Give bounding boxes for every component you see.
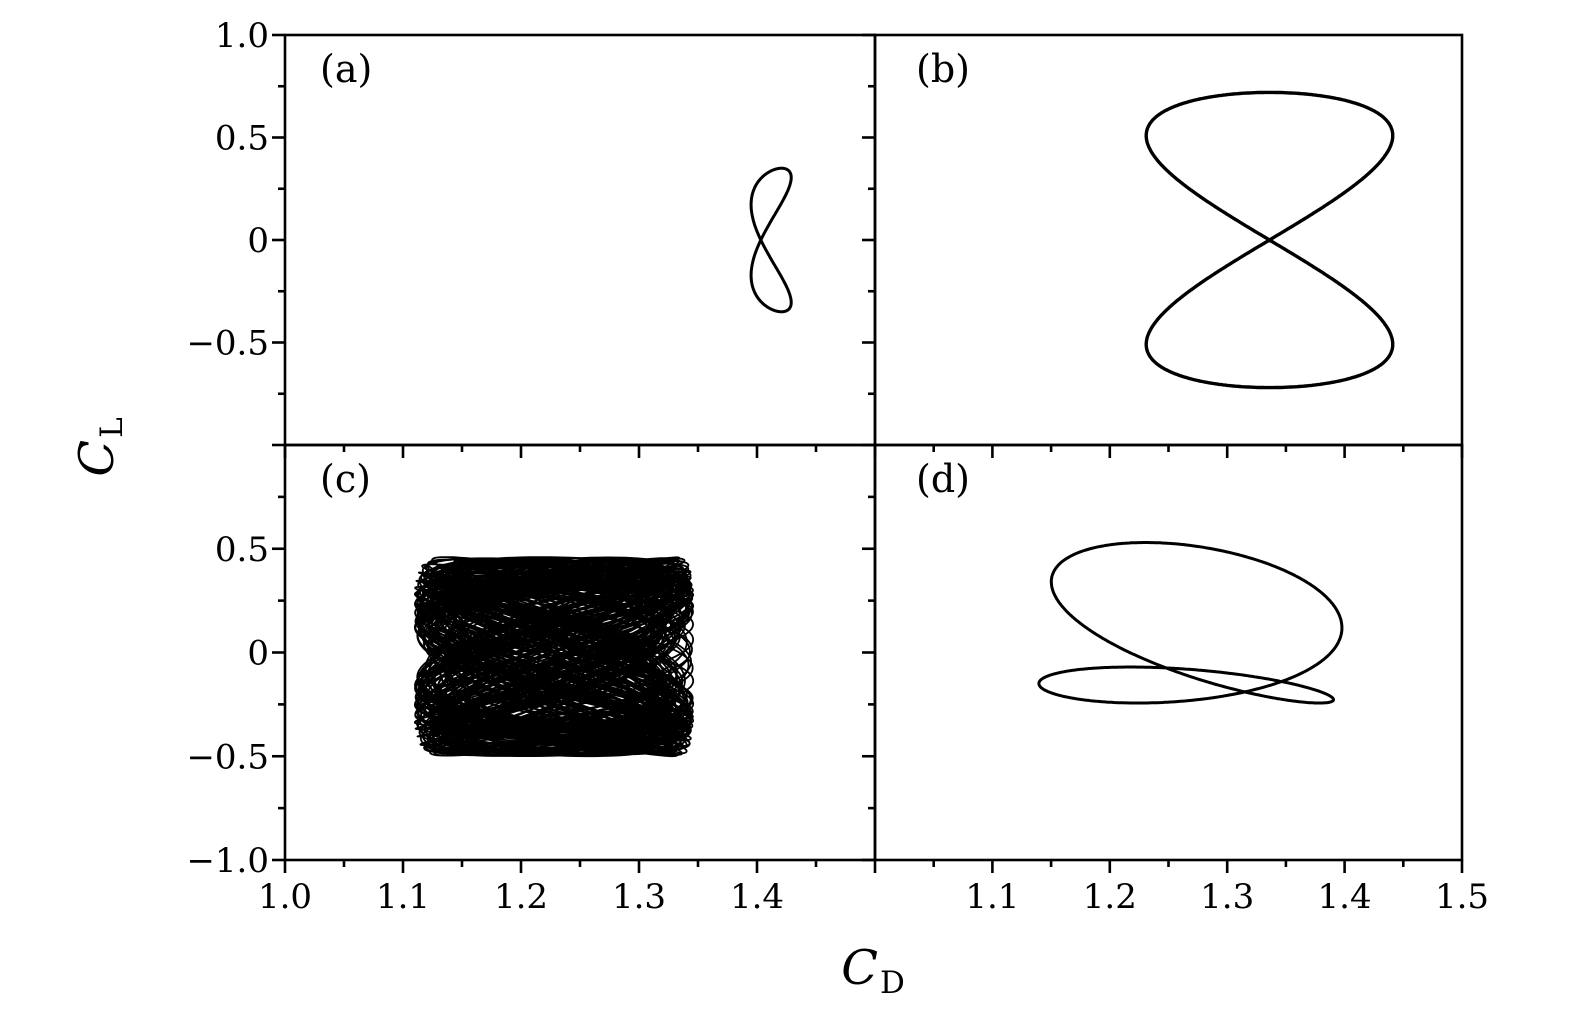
x-tick-label: 1.4 [730, 877, 784, 917]
x-tick-label: 1.2 [494, 877, 548, 917]
x-tick-label: 1.4 [1318, 877, 1372, 917]
x-tick-label: 1.1 [376, 877, 430, 917]
x-axis-title-base: C [841, 940, 878, 996]
y-tick-label: −0.5 [186, 324, 269, 364]
y-tick-label: 0 [247, 221, 269, 261]
x-tick-label: 1.5 [1435, 877, 1489, 917]
y-tick-label: 1.0 [215, 16, 269, 56]
y-axis-title-base: C [69, 439, 125, 477]
panel-a-curve-0 [749, 166, 793, 314]
panel-c-curve-1 [416, 557, 692, 757]
x-tick-label: 1.3 [612, 877, 666, 917]
y-axis-title: CL [69, 417, 130, 477]
x-tick-label: 1.0 [258, 877, 312, 917]
x-axis-title-sub: D [879, 965, 905, 1002]
y-tick-label: −0.5 [186, 737, 269, 777]
panel-label-d: (d) [916, 457, 970, 501]
panel-a-frame [283, 33, 877, 447]
panel-label-b: (b) [916, 47, 970, 91]
y-tick-label: 0.5 [215, 119, 269, 159]
panel-d-curve-0 [1037, 541, 1344, 705]
x-tick-label: 1.3 [1200, 877, 1254, 917]
x-tick-label: 1.1 [965, 877, 1019, 917]
y-tick-label: −1.0 [186, 841, 269, 881]
panel-label-c: (c) [320, 457, 371, 501]
panel-b-frame [873, 33, 1464, 447]
x-tick-label: 1.2 [1083, 877, 1137, 917]
y-axis-title-sub: L [94, 417, 131, 438]
y-tick-label: 0 [247, 634, 269, 674]
panel-b-curve-0 [1144, 90, 1395, 390]
x-axis-title: CD [841, 940, 905, 1001]
panel-label-a: (a) [320, 47, 373, 91]
panel-d-frame [873, 443, 1464, 862]
y-tick-label: 0.5 [215, 530, 269, 570]
